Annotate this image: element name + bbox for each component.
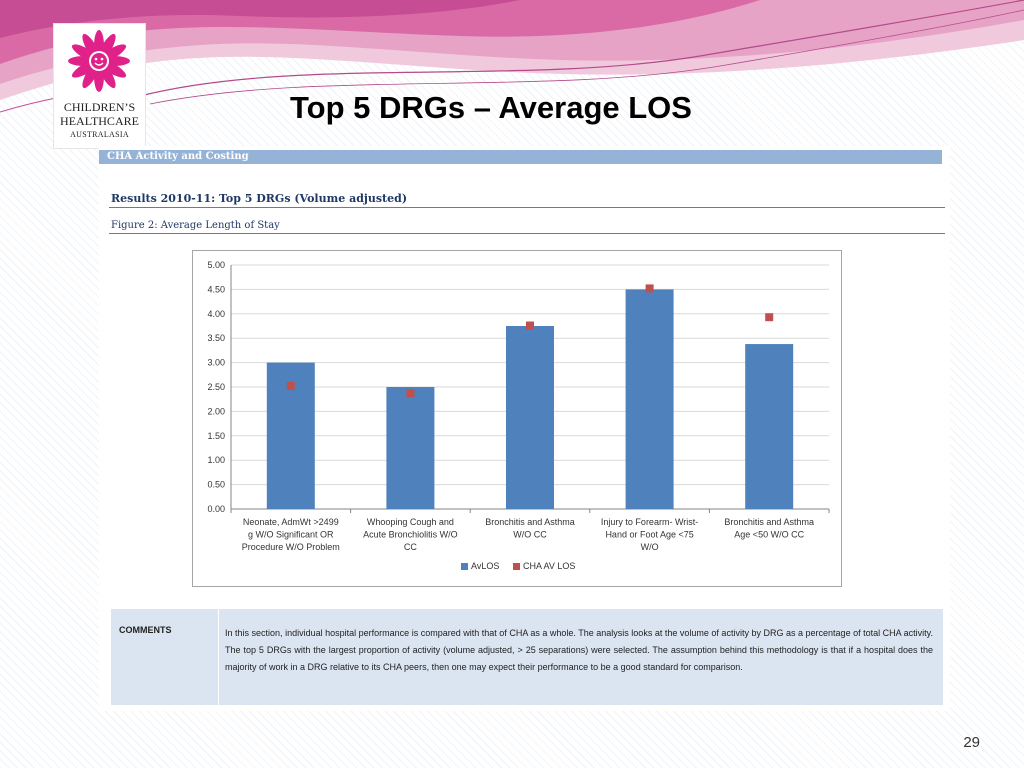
y-tick-label: 5.00 [207,260,225,270]
logo-text-line3: AUSTRALASIA [70,130,129,139]
logo-text-line2: HEALTHCARE [60,114,139,128]
divider [109,207,945,208]
legend-swatch-cha-av-los [513,563,520,570]
cha-av-los-marker [286,382,295,391]
x-category-label: Hand or Foot Age <75 [605,530,693,540]
document-header: CHA Activity and Costing [99,150,942,164]
cha-av-los-marker [645,284,654,293]
comments-text: In this section, individual hospital per… [225,628,933,672]
x-category-label: Injury to Forearm- Wrist- [601,517,698,527]
avlos-bar [506,326,554,509]
legend-label-avlos: AvLOS [471,561,499,571]
header-swoosh [0,0,1024,113]
x-category-label: Age <50 W/O CC [734,530,804,540]
page-number: 29 [963,734,980,751]
y-tick-label: 3.00 [207,358,225,368]
avlos-bar [625,289,674,509]
cha-av-los-marker [765,313,774,322]
comments-box: COMMENTS In this section, individual hos… [111,609,943,705]
cha-av-los-marker [526,321,534,330]
figure-title: Figure 2: Average Length of Stay [111,220,280,231]
logo-text-line1: CHILDREN’S [63,100,136,114]
x-category-label: g W/O Significant OR [248,530,334,540]
x-category-label: Acute Bronchiolitis W/O [363,530,458,540]
x-category-label: W/O [641,542,659,552]
x-category-label: Bronchitis and Asthma [724,517,814,527]
logo: CHILDREN’S HEALTHCARE AUSTRALASIA [53,23,146,149]
avlos-bar [745,344,794,509]
y-tick-label: 2.50 [207,382,225,392]
document-panel: CHA Activity and Costing Results 2010-11… [99,146,950,711]
cha-av-los-marker [406,389,415,398]
y-tick-label: 1.50 [207,431,225,441]
avlos-bar [386,387,435,509]
x-category-label: Bronchitis and Asthma [485,517,575,527]
comments-divider [218,609,219,705]
chart-frame: 0.00 0.50 1.00 1.50 2.00 2.50 3.00 3.50 4.00 4.50… [192,250,842,587]
x-category-label: Neonate, AdmWt >2499 [243,517,339,527]
los-bar-chart: 0.00 0.50 1.00 1.50 2.00 2.50 3.00 3.50 4.00 4.50… [207,260,830,571]
y-tick-label: 4.50 [207,284,225,294]
x-category-label: CC [404,542,417,552]
y-tick-label: 2.00 [207,406,225,416]
comments-label: COMMENTS [119,625,172,635]
document-subtitle: Results 2010-11: Top 5 DRGs (Volume adju… [111,192,408,205]
slide-title: Top 5 DRGs – Average LOS [290,90,692,125]
flower-logo-icon [68,30,130,92]
y-tick-label: 0.00 [207,504,225,514]
y-tick-label: 3.50 [207,333,225,343]
divider [109,233,945,234]
legend-swatch-avlos [461,563,468,570]
y-tick-label: 4.00 [207,309,225,319]
legend-label-cha-av-los: CHA AV LOS [523,561,575,571]
x-category-label: W/O CC [513,530,547,540]
x-category-label: Procedure W/O Problem [242,542,340,552]
x-category-label: Whooping Cough and [367,517,454,527]
y-tick-label: 0.50 [207,480,225,490]
y-tick-label: 1.00 [207,455,225,465]
